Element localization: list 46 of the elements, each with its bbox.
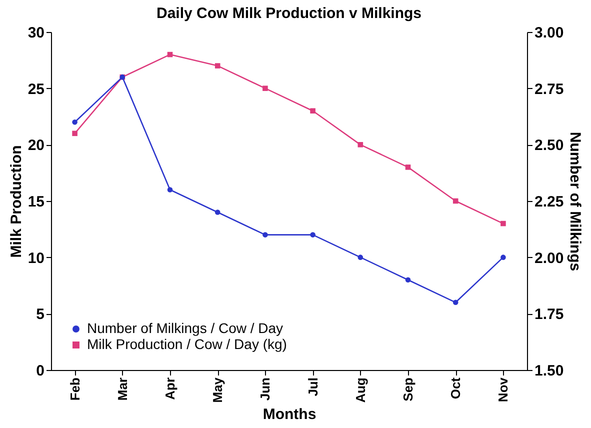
x-tick-label: Aug <box>352 377 368 403</box>
x-tick-label: Feb <box>67 377 82 401</box>
point <box>262 232 268 238</box>
point <box>72 130 78 136</box>
y-tick-label: 5 <box>36 306 44 324</box>
point <box>72 119 78 125</box>
point <box>452 300 458 306</box>
point <box>262 86 268 91</box>
point <box>358 254 364 260</box>
point <box>500 254 506 260</box>
x-tick-label: Mar <box>114 378 130 401</box>
point <box>405 277 411 283</box>
legend-label: Milk Production / Cow / Day (kg) <box>87 336 287 352</box>
chart-title: Daily Cow Milk Production v Milkings <box>156 5 422 22</box>
point <box>214 210 220 215</box>
point <box>500 220 506 226</box>
y2-tick-label: 2.25 <box>534 194 564 210</box>
y2-tick-label: 2.50 <box>534 137 564 154</box>
y2-tick-label: 2.75 <box>534 80 564 98</box>
point <box>167 187 173 192</box>
y-tick-label: 15 <box>28 194 44 210</box>
y2-tick-label: 3.00 <box>534 24 564 42</box>
point <box>310 108 316 114</box>
y-tick-label: 10 <box>28 250 44 267</box>
y-tick-label: 25 <box>28 80 44 98</box>
y-tick-label: 20 <box>28 137 44 154</box>
legend-label: Number of Milkings / Cow / Day <box>87 320 284 336</box>
y2-tick-label: 2.00 <box>534 250 564 267</box>
y2-tick-label: 1.50 <box>534 362 564 380</box>
y-tick-label: 30 <box>28 24 44 42</box>
x-axis-title: Months <box>262 406 316 423</box>
x-tick-label: Jul <box>305 378 320 396</box>
x-tick-label: May <box>210 376 226 403</box>
x-tick-label: Jun <box>258 377 273 401</box>
point <box>214 63 220 68</box>
x-tick-label: Apr <box>162 378 178 400</box>
point <box>310 232 316 238</box>
x-tick-label: Sep <box>400 377 416 402</box>
y2-tick-label: 1.75 <box>534 306 564 324</box>
point <box>405 164 411 170</box>
y-tick-label: 0 <box>36 362 44 380</box>
point <box>358 142 364 148</box>
y-axis-title: Milk Production <box>8 145 25 258</box>
y2-axis-title: Number of Milkings <box>566 132 584 272</box>
x-tick-label: Nov <box>496 376 511 402</box>
x-tick-label: Oct <box>448 376 464 400</box>
